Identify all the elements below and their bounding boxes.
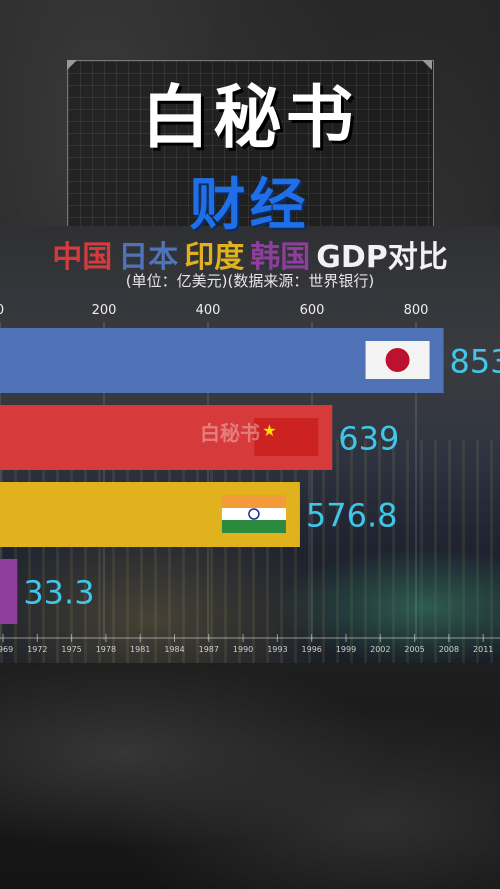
timeline-label-1996: 1996 <box>302 645 322 654</box>
india-flag-white-band <box>221 508 286 520</box>
value-label-japan: 853 <box>450 343 500 381</box>
title-part-india: 印度 <box>184 240 245 275</box>
timeline-label-1999: 1999 <box>336 645 356 654</box>
x-tick-label-400: 400 <box>196 303 221 318</box>
value-label-south-korea: 33.3 <box>23 574 94 612</box>
japan-flag-disc <box>385 348 410 372</box>
timeline-label-2011: 2011 <box>473 645 493 654</box>
chart-subtitle: (单位：亿美元)(数据来源：世界银行) <box>125 272 375 290</box>
title-part-japan: 日本 <box>118 240 179 275</box>
timeline-label-2002: 2002 <box>370 645 390 654</box>
frame-corner-left <box>67 60 77 70</box>
chart-title: 中国 日本 印度 韩国 GDP对比 <box>0 232 500 276</box>
timeline-label-1978: 1978 <box>96 645 116 654</box>
india-flag-wheel <box>248 508 260 520</box>
timeline-label-1975: 1975 <box>61 645 81 654</box>
timeline-label-1990: 1990 <box>233 645 253 654</box>
timeline-label-1984: 1984 <box>164 645 184 654</box>
value-label-china: 639 <box>338 420 399 458</box>
timeline-label-2008: 2008 <box>439 645 459 654</box>
timeline-label-1993: 1993 <box>267 645 287 654</box>
china-flag-icon <box>254 418 319 456</box>
india-flag-icon <box>221 495 286 508</box>
timeline-label-1981: 1981 <box>130 645 150 654</box>
title-part-korea: 韩国 <box>250 240 311 275</box>
x-tick-label-600: 600 <box>300 303 325 318</box>
bar-south-korea <box>0 559 18 624</box>
timeline-label-2005: 2005 <box>404 645 424 654</box>
watermark-text: 白秘书 <box>200 421 260 445</box>
title-part-china: 中国 <box>52 240 113 275</box>
timeline-label-1972: 1972 <box>27 645 47 654</box>
brand-name-bottom: 财经 <box>189 173 310 238</box>
x-tick-label-0: 0 <box>0 303 4 318</box>
frame-corner-right <box>422 60 432 70</box>
india-flag-green-band <box>221 520 286 533</box>
timeline-label-1987: 1987 <box>199 645 219 654</box>
x-tick-label-800: 800 <box>404 303 429 318</box>
city-backdrop <box>0 440 500 663</box>
value-label-india: 576.8 <box>306 497 398 535</box>
title-part-gdp: GDP对比 <box>316 240 448 275</box>
timeline-label-1969: 1969 <box>0 645 13 654</box>
x-tick-label-200: 200 <box>92 303 117 318</box>
bottom-background <box>0 663 500 889</box>
brand-name-top: 白秘书 <box>141 79 358 158</box>
china-flag-star: ★ <box>262 421 276 440</box>
